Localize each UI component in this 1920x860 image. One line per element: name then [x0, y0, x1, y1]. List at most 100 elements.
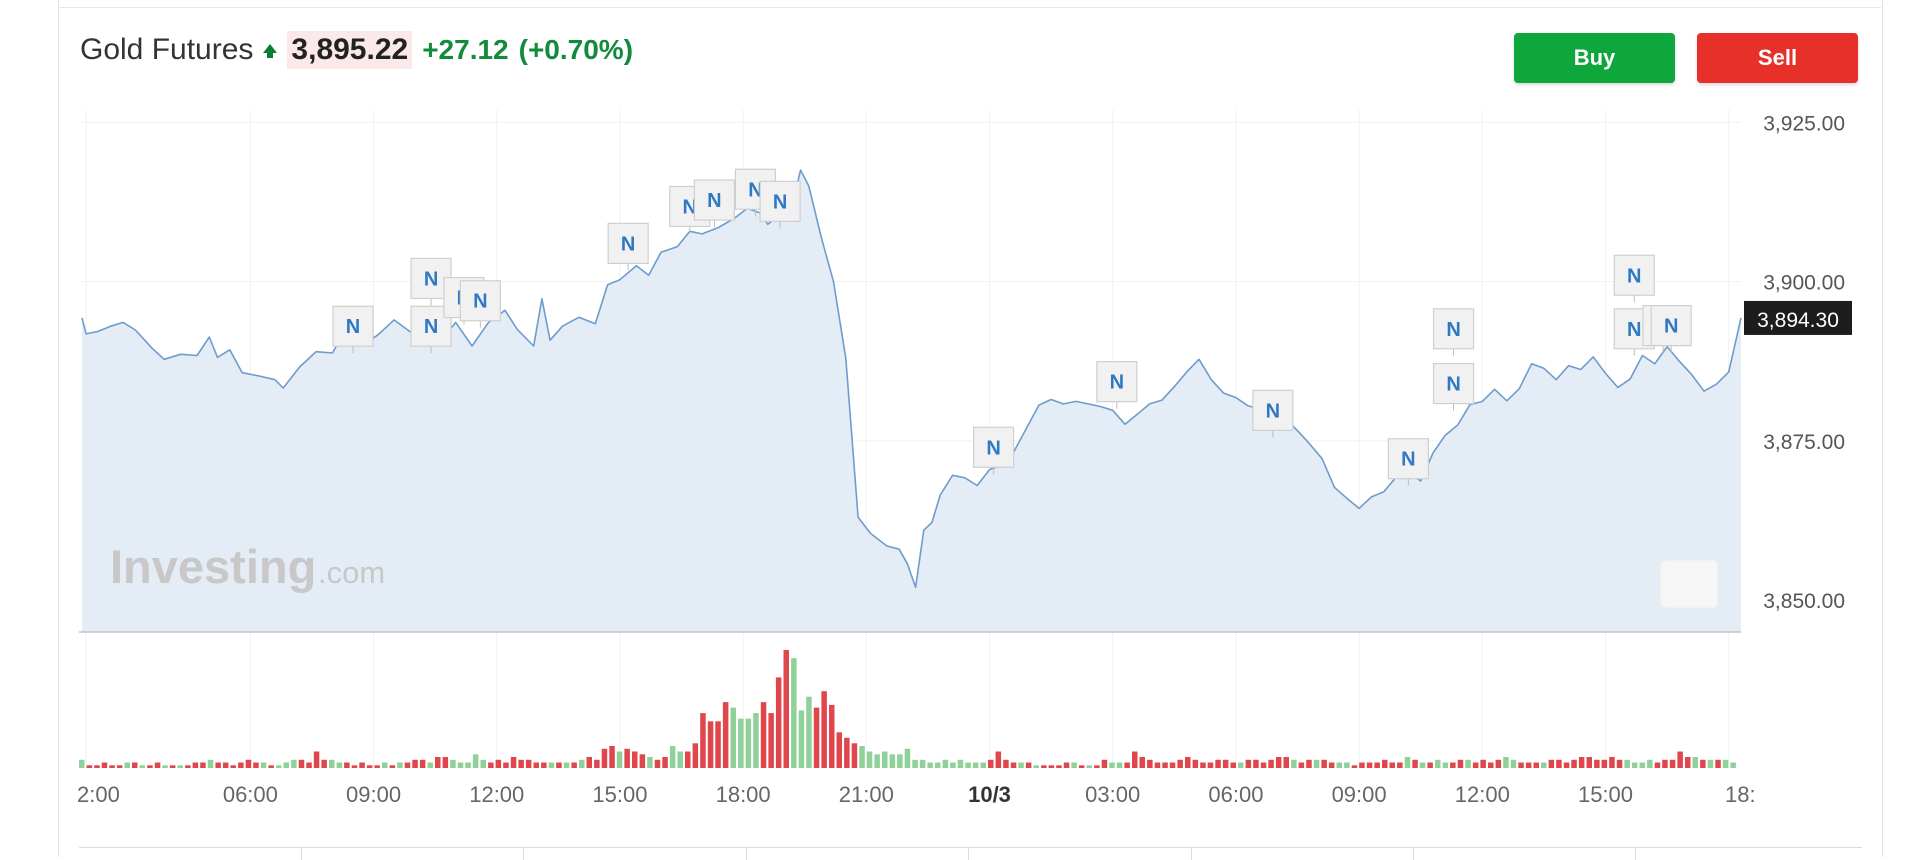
volume-bar [1253, 759, 1259, 768]
news-marker[interactable]: N [693, 179, 735, 228]
news-marker[interactable]: N [973, 426, 1015, 475]
volume-bar [662, 757, 668, 768]
news-marker[interactable]: N [1650, 304, 1692, 353]
volume-bar [1328, 762, 1335, 768]
volume-bar [1715, 759, 1721, 768]
news-marker-label: N [1664, 316, 1678, 338]
volume-bar [465, 762, 471, 768]
volume-bar [1374, 762, 1380, 768]
tab-divider [1413, 848, 1414, 860]
volume-bar [1260, 762, 1267, 768]
volume-bar [1298, 762, 1305, 768]
volume-bar [1510, 759, 1517, 768]
price-change: +27.12 [422, 34, 509, 65]
sell-button[interactable]: Sell [1697, 33, 1858, 83]
volume-bar [510, 757, 517, 768]
volume-bar [1101, 759, 1108, 768]
volume-bar [1533, 762, 1539, 768]
volume-bar [1048, 765, 1055, 768]
chart-settings-button[interactable] [1659, 559, 1719, 609]
x-tick-label: 15:00 [1578, 782, 1633, 807]
volume-bar [647, 757, 653, 768]
news-marker-label: N [683, 196, 697, 218]
news-marker[interactable]: N [759, 180, 801, 229]
volume-bar [1677, 751, 1683, 768]
volume-bar [829, 704, 835, 768]
x-tick-label: 18: [1725, 782, 1756, 807]
volume-bar [904, 748, 911, 768]
volume-bar [1480, 759, 1486, 768]
news-marker-label: N [1110, 372, 1124, 394]
volume-bar [677, 751, 683, 768]
current-price-tag-box [1744, 300, 1852, 335]
volume-bar [791, 658, 797, 768]
volume-bar [813, 707, 820, 768]
news-marker-box [1096, 361, 1138, 403]
news-marker-box [693, 179, 735, 221]
volume-bar [988, 759, 994, 768]
volume-bar [283, 762, 289, 768]
volume-bar [276, 765, 282, 768]
volume-bar [1056, 765, 1062, 768]
news-marker[interactable]: N [1432, 362, 1475, 411]
volume-bar [760, 702, 767, 768]
news-marker-label: N [1627, 319, 1641, 341]
volume-bar [1654, 762, 1661, 768]
news-marker[interactable]: N [459, 280, 501, 328]
volume-bar [972, 762, 979, 768]
news-marker[interactable]: N [1613, 254, 1655, 303]
news-marker[interactable]: N [1432, 308, 1475, 356]
volume-bar [1275, 757, 1282, 768]
volume-bar [768, 713, 774, 768]
volume-bar [927, 762, 933, 768]
volume-bar [86, 765, 93, 768]
news-marker-label: N [748, 179, 762, 201]
volume-bar [1291, 759, 1297, 768]
instrument-name: Gold Futures [80, 33, 254, 66]
volume-bar [389, 765, 396, 768]
volume-bar [488, 762, 494, 768]
volume-bar [1359, 762, 1365, 768]
volume-bar [503, 762, 509, 768]
news-marker[interactable]: N [1387, 438, 1429, 486]
volume-bar [192, 762, 199, 768]
volume-bar [1063, 762, 1070, 768]
news-marker[interactable]: N [1096, 361, 1138, 409]
volume-bar [366, 765, 373, 768]
volume-bar [1010, 762, 1017, 768]
news-marker[interactable]: N [607, 222, 649, 271]
volume-bar [1283, 757, 1289, 768]
volume-bar [957, 759, 964, 768]
volume-bar [132, 762, 138, 768]
volume-bar [1382, 759, 1388, 768]
volume-bar [806, 696, 812, 768]
volume-bar [1116, 762, 1123, 768]
volume-bar [1215, 759, 1221, 768]
news-marker-box [1613, 254, 1655, 296]
volume-bar [298, 759, 305, 768]
x-tick-label: 15:00 [592, 782, 647, 807]
volume-bar [1200, 762, 1206, 768]
volume-bar [351, 765, 358, 768]
volume-bar [1109, 762, 1115, 768]
volume-bar [1450, 762, 1456, 768]
volume-bar [1018, 762, 1024, 768]
news-markers: NNNNNNNNNNNNNNNNNNNN [332, 168, 1692, 486]
volume-bar [442, 757, 449, 768]
news-marker[interactable]: N [332, 305, 374, 354]
volume-bar [1336, 762, 1342, 768]
volume-bar [1366, 762, 1373, 768]
y-tick-label: 3,850.00 [1763, 590, 1845, 613]
news-marker-box [459, 280, 501, 322]
volume-bar [1457, 759, 1464, 768]
news-marker[interactable]: N [1252, 389, 1294, 438]
watermark-brand: Investing [110, 540, 316, 593]
volume-bar [1609, 757, 1615, 768]
buy-button[interactable]: Buy [1514, 33, 1675, 83]
volume-bar [245, 759, 252, 768]
volume-bar [639, 754, 646, 768]
volume-bar [1647, 759, 1653, 768]
volume-bar [1730, 762, 1736, 768]
news-marker-box [607, 222, 649, 265]
